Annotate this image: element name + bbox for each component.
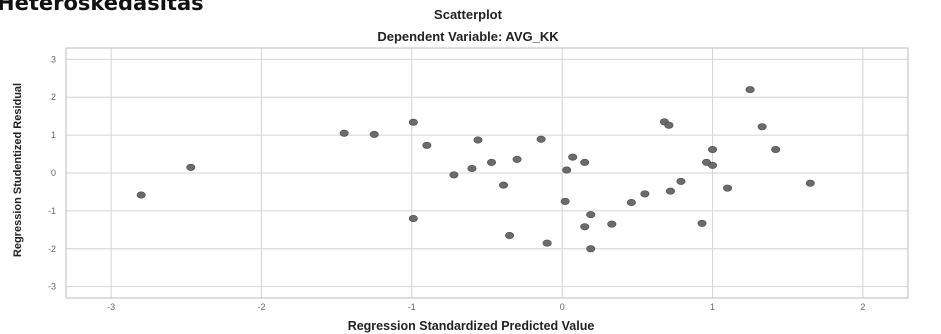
scatter-point (408, 214, 418, 222)
y-tick-label: -2 (48, 244, 56, 254)
scatter-point (640, 190, 650, 198)
chart-subtitle: Dependent Variable: AVG_KK (377, 29, 559, 44)
scatter-point (805, 179, 815, 187)
scatter-point (586, 211, 596, 219)
plot-frame (65, 47, 909, 299)
scatter-point (560, 197, 570, 205)
chart-title: Scatterplot (434, 7, 503, 22)
scatter-point (186, 163, 196, 171)
scatter-point (136, 191, 146, 199)
scatter-point (580, 158, 590, 166)
scatter-point (408, 118, 418, 126)
y-tick-label: 3 (51, 54, 56, 64)
scatter-point (664, 121, 674, 129)
scatter-point (505, 232, 515, 240)
scatter-point (542, 239, 552, 247)
data-points (136, 86, 815, 253)
scatter-point (697, 219, 707, 227)
gridlines (66, 48, 908, 298)
scatter-point (607, 220, 617, 228)
y-tick-label: 0 (51, 168, 56, 178)
x-axis-label: Regression Standardized Predicted Value (348, 319, 595, 333)
scatter-point (723, 184, 733, 192)
x-tick-label: 2 (860, 302, 865, 312)
scatter-point (708, 161, 718, 169)
y-tick-label: 2 (51, 92, 56, 102)
scatter-point (745, 86, 755, 94)
y-axis-label: Regression Studentized Residual (12, 83, 24, 257)
scatter-point (771, 146, 781, 154)
scatter-point (586, 245, 596, 253)
scatter-point (757, 123, 767, 131)
x-tick-label: 0 (560, 302, 565, 312)
y-tick-label: 1 (51, 130, 56, 140)
scatter-point (512, 155, 522, 163)
scatter-point (676, 177, 686, 185)
x-tick-label: -2 (257, 302, 265, 312)
x-tick-label: -1 (408, 302, 416, 312)
scatter-point (487, 158, 497, 166)
scatter-point (449, 171, 459, 179)
x-tick-label: -3 (107, 302, 115, 312)
y-tick-label: -3 (48, 282, 56, 292)
scatter-point (467, 164, 477, 172)
scatter-point (568, 153, 578, 161)
scatter-point (536, 135, 546, 143)
scatter-point (562, 166, 572, 174)
scatter-point (422, 141, 432, 149)
scatter-point (580, 223, 590, 231)
x-axis-ticks: -3 -2 -1 0 1 2 (107, 302, 865, 312)
scatter-point (708, 146, 718, 154)
scatter-point (626, 199, 636, 207)
y-tick-label: -1 (48, 206, 56, 216)
y-axis-ticks: 3 2 1 0 -1 -2 -3 (48, 54, 56, 291)
scatter-point (665, 187, 675, 195)
x-tick-label: 1 (710, 302, 715, 312)
section-heading: Heteroskedasitas (0, 0, 204, 15)
scatter-point (499, 181, 509, 189)
scatter-point (473, 136, 483, 144)
scatter-point (369, 130, 379, 138)
scatter-point (339, 129, 349, 137)
